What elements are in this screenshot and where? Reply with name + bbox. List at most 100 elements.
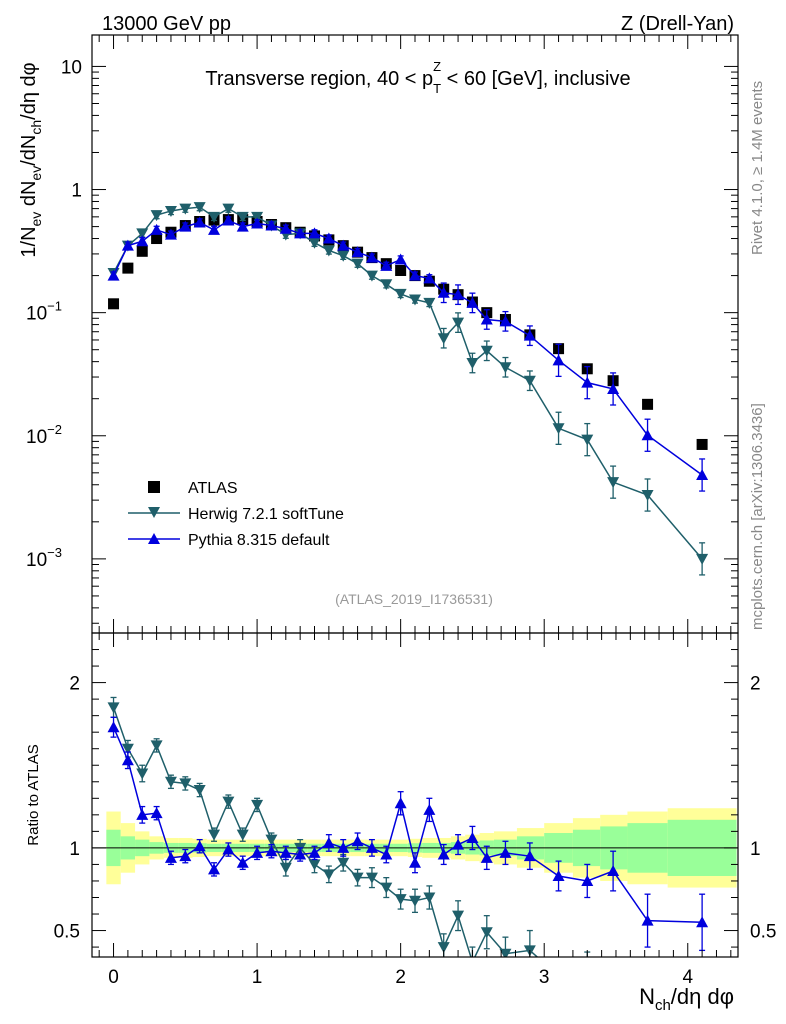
data-point bbox=[208, 223, 221, 235]
data-point bbox=[136, 245, 148, 257]
ratio-point bbox=[236, 829, 249, 841]
ratio-point bbox=[337, 857, 350, 869]
data-point bbox=[523, 375, 536, 387]
data-point bbox=[236, 220, 249, 232]
ratio-point bbox=[121, 743, 134, 755]
legend-entry-atlas: ATLAS bbox=[148, 480, 238, 497]
data-point bbox=[696, 469, 709, 481]
axes: 10−3 10−2 10−1 1 10 0 1 2 3 4 0.5 0.5 1 1 2 2 bbox=[26, 34, 776, 988]
ratio-point bbox=[236, 856, 249, 868]
ratio-point bbox=[279, 846, 292, 858]
data-point bbox=[107, 269, 120, 281]
ratio-point bbox=[466, 956, 479, 957]
ratio-point bbox=[308, 846, 321, 858]
ratio-y-tick-label: 1 bbox=[69, 839, 80, 860]
ratio-point bbox=[581, 874, 594, 886]
data-point bbox=[308, 237, 321, 249]
data-point bbox=[452, 288, 465, 300]
data-point bbox=[641, 490, 654, 502]
data-point bbox=[499, 362, 512, 374]
data-point bbox=[236, 211, 249, 223]
mcplots-site-label: mcplots.cern.ch [arXiv:1306.3436] bbox=[749, 403, 766, 630]
data-point bbox=[279, 222, 292, 234]
series-line bbox=[112, 206, 703, 560]
ratio-point bbox=[365, 841, 378, 853]
ratio-point bbox=[437, 942, 450, 954]
legend-label-atlas: ATLAS bbox=[188, 480, 238, 497]
x-tick-label: 2 bbox=[395, 967, 406, 988]
ratio-point bbox=[409, 895, 421, 907]
legend-label-herwig: Herwig 7.2.1 softTune bbox=[188, 506, 344, 523]
data-point bbox=[151, 233, 163, 245]
data-point bbox=[251, 217, 264, 229]
ratio-point bbox=[452, 838, 465, 850]
ratio-point bbox=[164, 776, 177, 788]
ratio-y-tick-label: 2 bbox=[69, 674, 80, 695]
ratio-point bbox=[641, 914, 654, 926]
data-point bbox=[365, 270, 378, 282]
data-point bbox=[395, 264, 407, 276]
ratio-point bbox=[380, 882, 393, 894]
data-point bbox=[164, 205, 177, 217]
ratio-point bbox=[409, 856, 421, 868]
data-point bbox=[394, 288, 407, 300]
ratio-point bbox=[394, 797, 407, 809]
ratio-point bbox=[308, 859, 321, 871]
data-point bbox=[696, 553, 709, 565]
main-y-tick-label: 1 bbox=[71, 181, 82, 202]
header-right: Z (Drell-Yan) bbox=[621, 13, 734, 35]
ratio-point bbox=[265, 834, 278, 846]
series-line bbox=[112, 219, 703, 476]
data-point bbox=[136, 228, 149, 240]
ratio-point bbox=[121, 754, 134, 766]
data-point bbox=[480, 345, 493, 357]
data-point bbox=[164, 228, 177, 240]
data-point bbox=[499, 315, 512, 327]
ratio-point bbox=[553, 971, 565, 982]
ratio-point bbox=[696, 916, 709, 928]
ratio-point bbox=[164, 851, 177, 863]
data-point bbox=[322, 232, 335, 244]
data-point bbox=[523, 329, 536, 341]
ratio-point bbox=[193, 785, 206, 797]
ratio-point bbox=[136, 768, 149, 780]
data-point bbox=[265, 219, 278, 231]
data-point bbox=[437, 333, 450, 345]
main-y-tick-label: 10−1 bbox=[26, 299, 62, 325]
ratio-point bbox=[499, 846, 512, 858]
data-point bbox=[480, 313, 493, 325]
data-point bbox=[121, 239, 134, 251]
ratio-point bbox=[480, 927, 493, 939]
ratio-plot-area bbox=[107, 696, 709, 982]
ratio-point bbox=[265, 845, 278, 857]
data-point bbox=[322, 245, 335, 257]
ratio-point bbox=[452, 910, 465, 922]
ratio-point bbox=[208, 829, 221, 841]
ratio-y-tick-label: 0.5 bbox=[54, 922, 80, 943]
ratio-series-herwig bbox=[107, 696, 591, 982]
data-point bbox=[466, 296, 479, 308]
legend-entry-herwig: Herwig 7.2.1 softTune bbox=[128, 506, 344, 523]
legend-marker-atlas bbox=[148, 481, 160, 493]
data-point bbox=[208, 211, 221, 223]
ratio-point bbox=[523, 850, 536, 862]
ratio-point bbox=[607, 865, 620, 877]
data-point bbox=[136, 235, 149, 247]
ratio-point bbox=[222, 843, 235, 855]
data-point bbox=[581, 434, 594, 446]
ratio-point bbox=[365, 872, 378, 884]
data-point bbox=[394, 253, 407, 265]
ratio-point bbox=[552, 870, 565, 881]
data-point bbox=[607, 477, 620, 489]
ratio-point bbox=[279, 862, 292, 874]
data-point bbox=[222, 214, 235, 226]
data-point bbox=[409, 294, 421, 306]
ratio-point bbox=[423, 803, 436, 815]
data-point bbox=[251, 211, 264, 223]
ratio-point bbox=[136, 808, 149, 820]
ratio-series-line bbox=[112, 707, 539, 957]
ratio-point bbox=[351, 835, 364, 847]
header-left: 13000 GeV pp bbox=[102, 13, 231, 35]
ratio-uncertainty-bands bbox=[92, 808, 738, 888]
